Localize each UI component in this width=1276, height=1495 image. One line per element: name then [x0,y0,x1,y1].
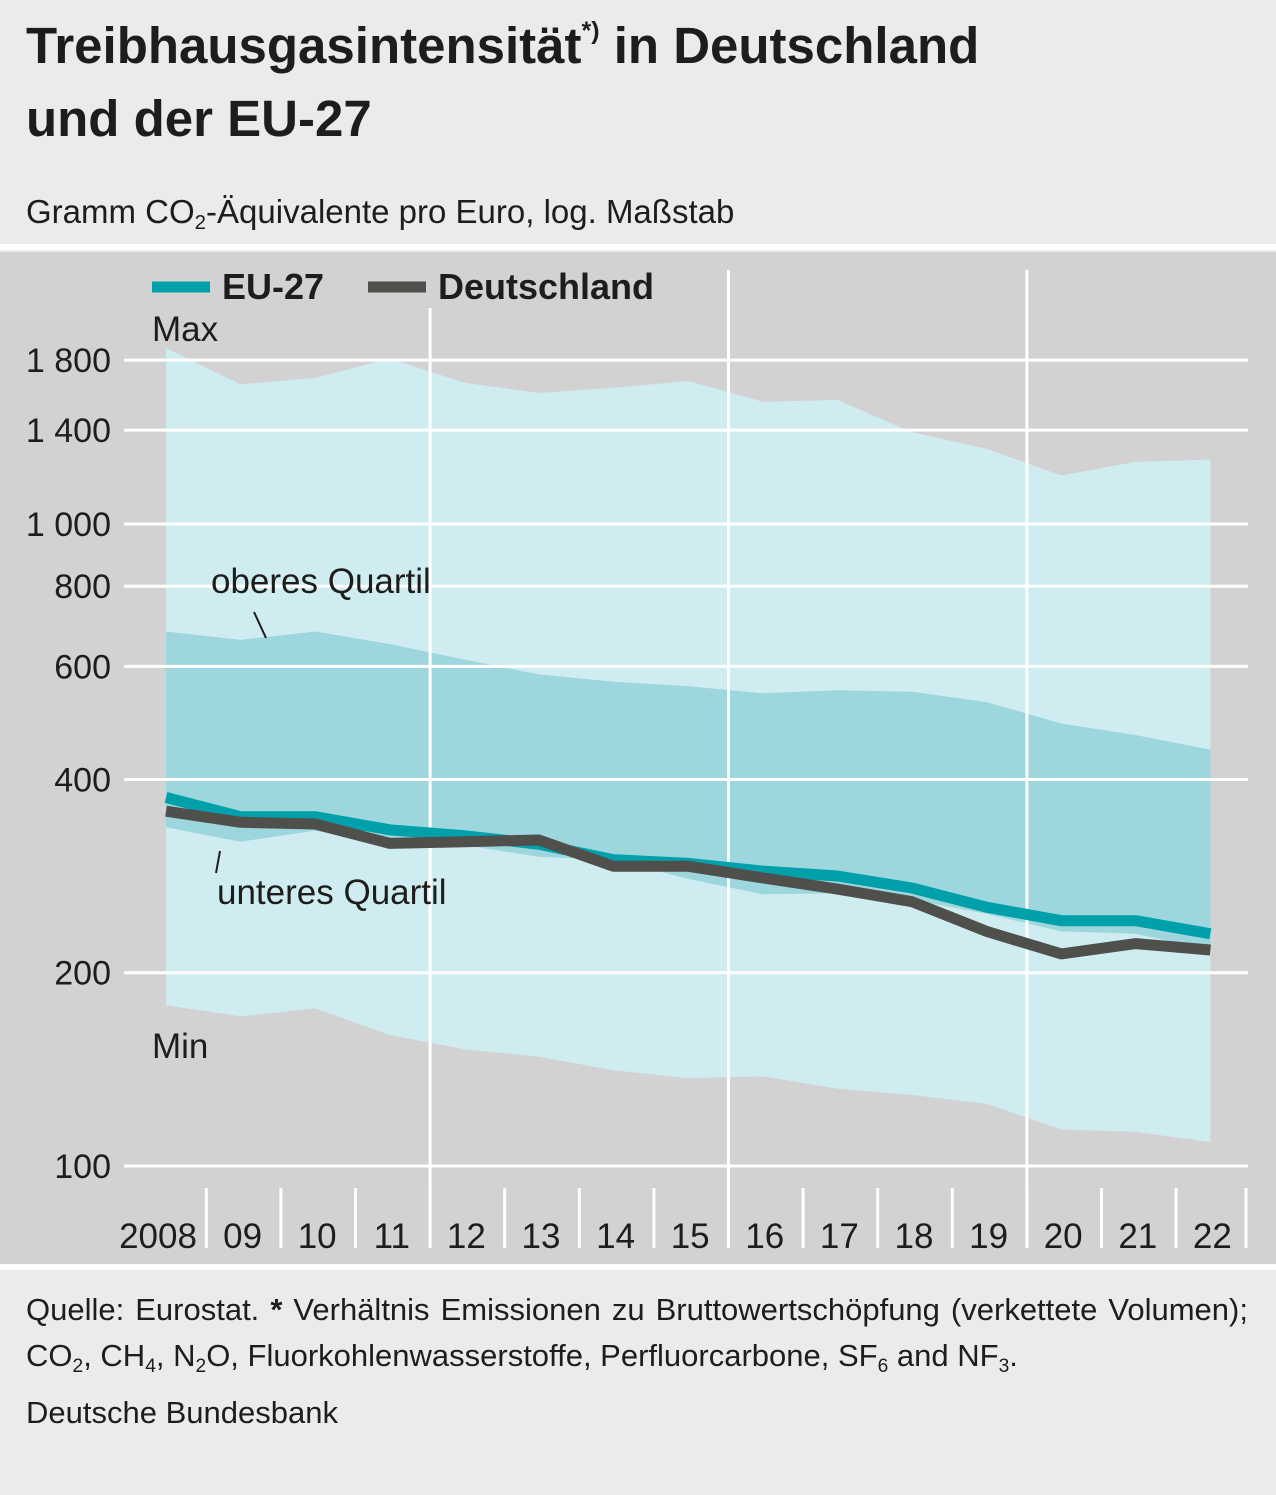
band-label-lower-quartile: unteres Quartil [217,873,447,912]
line-deutschland [165,805,1211,960]
y-tick-label: 1 800 [26,342,111,380]
footnote-sub: 4 [145,1355,156,1377]
footnote-asterisk: * [270,1292,283,1327]
chart-lines [164,792,1212,960]
chart-title: Treibhausgasintensität*) in Deutschland u… [26,14,1256,151]
footer: Quelle: Eurostat. * Verhältnis Emissione… [26,1287,1248,1436]
leader-line-upper-quartile [253,611,267,639]
footnote-text: Verhältnis Emissionen zu Bruttowertschöp… [26,1292,1248,1373]
chart-grid [124,270,1248,1248]
y-tick-label: 1 400 [26,412,111,450]
chart-labels: 100 200 400 600 800 1 000 1 400 1 800 2008 09 10 11… [26,266,1232,1256]
band-quartiles [166,631,1211,950]
x-tick-label: 13 [522,1217,561,1256]
x-tick-label: 22 [1193,1217,1232,1256]
source-label: Quelle: Eurostat. [26,1292,260,1327]
x-tick-label: 20 [1044,1217,1083,1256]
y-tick-label: 400 [54,761,111,799]
y-tick-label: 200 [54,955,111,993]
legend-label: Deutschland [438,266,654,307]
footnote-text: , CH [83,1338,146,1373]
x-tick-label: 21 [1118,1217,1157,1256]
publisher: Deutsche Bundesbank [26,1395,338,1430]
title-text: Treibhausgasintensität [26,17,582,74]
x-tick-label: 11 [374,1217,410,1256]
separator-bottom [0,1264,1276,1270]
footnote-sub: 3 [998,1355,1010,1377]
leader-line-lower-quartile [215,850,221,874]
y-tick-label: 800 [54,568,111,606]
footnote-text: O, Fluorkohlenwasserstoffe, Perfluorcar­… [206,1338,878,1373]
x-tick-label: 16 [745,1217,784,1256]
x-tick-label: 2008 [119,1217,197,1256]
header: Treibhausgasintensität*) in Deutschland u… [0,0,1276,246]
band-label-upper-quartile: oberes Quartil [211,562,431,601]
y-tick-label: 1 000 [26,506,111,544]
footnote-sub: 2 [195,1355,207,1377]
x-tick-label: 12 [447,1217,486,1256]
footnote: Quelle: Eurostat. * Verhältnis Emissione… [26,1287,1248,1384]
x-tick-label: 15 [671,1217,710,1256]
subtitle-scale: -Äquivalente pro Euro, log. Maßstab [206,193,735,230]
footnote-sub: 6 [877,1355,889,1377]
x-tick-label: 14 [596,1217,635,1256]
title-text-end: in Deutschland [599,17,980,74]
subtitle-unit: Gramm CO [26,193,195,230]
title-line-2: und der EU-27 [26,90,372,147]
legend-label: EU-27 [222,266,324,307]
separator-top [0,244,1276,250]
y-tick-label: 100 [54,1148,111,1186]
footnote-text: , N [155,1338,196,1373]
y-tick-label: 600 [54,648,111,686]
x-tick-label: 09 [223,1217,262,1256]
chart-bands [166,348,1211,1142]
chart-subtitle: Gramm CO2-Äquivalente pro Euro, log. Maß… [26,190,734,239]
x-tick-label: 10 [298,1217,337,1256]
footnote-text: and NF [888,1338,999,1373]
title-footnote-mark: *) [581,17,600,45]
subtitle-subscript: 2 [194,211,207,235]
footnote-sub: 2 [72,1355,84,1377]
band-label-max: Max [152,310,219,349]
footnote-text: . [1009,1338,1018,1373]
x-tick-label: 19 [969,1217,1008,1256]
band-label-min: Min [152,1027,208,1066]
x-tick-label: 18 [895,1217,934,1256]
x-tick-label: 17 [820,1217,859,1256]
